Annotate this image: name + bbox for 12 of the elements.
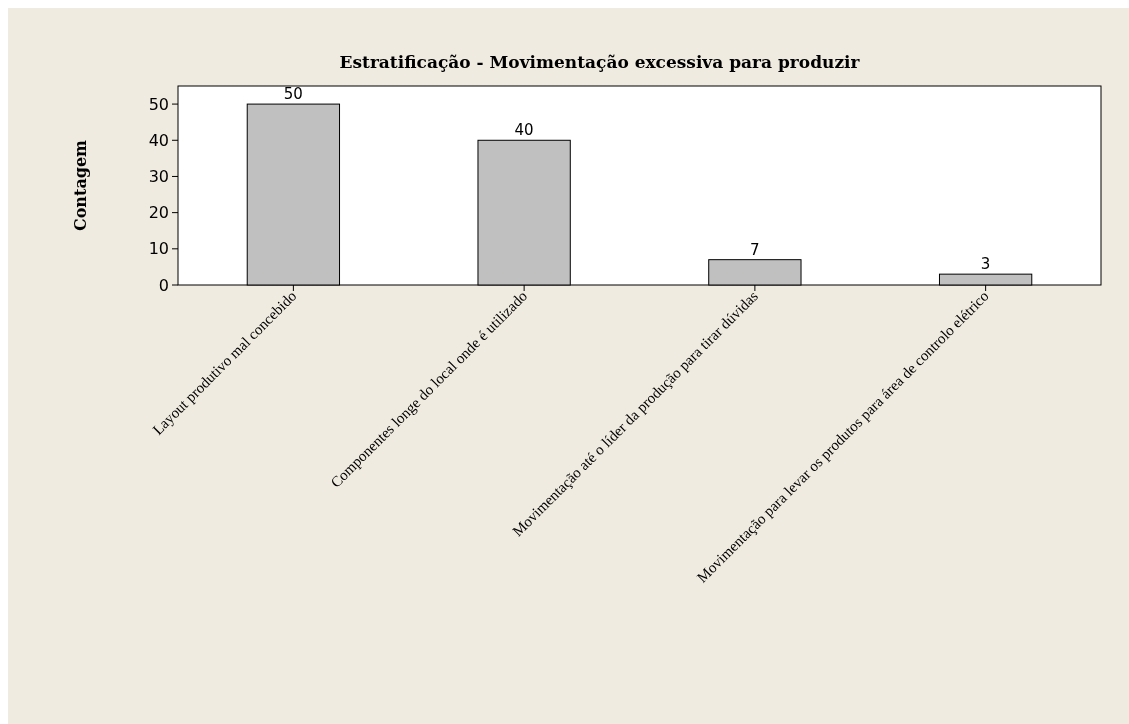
y-axis-title: Contagem	[71, 139, 90, 232]
data-label: 50	[283, 85, 303, 104]
data-label: 7	[750, 240, 760, 259]
data-label: 40	[514, 121, 534, 140]
chart-title: Estratificação - Movimentação excessiva para produzir	[339, 52, 861, 72]
y-tick-label: 50	[148, 94, 169, 114]
y-tick-label: 0	[158, 275, 169, 295]
y-tick-label: 10	[148, 239, 169, 259]
y-tick-label: 40	[148, 130, 169, 150]
y-tick-label: 30	[148, 167, 169, 187]
y-tick-label: 20	[148, 203, 169, 223]
data-label: 3	[980, 255, 991, 274]
